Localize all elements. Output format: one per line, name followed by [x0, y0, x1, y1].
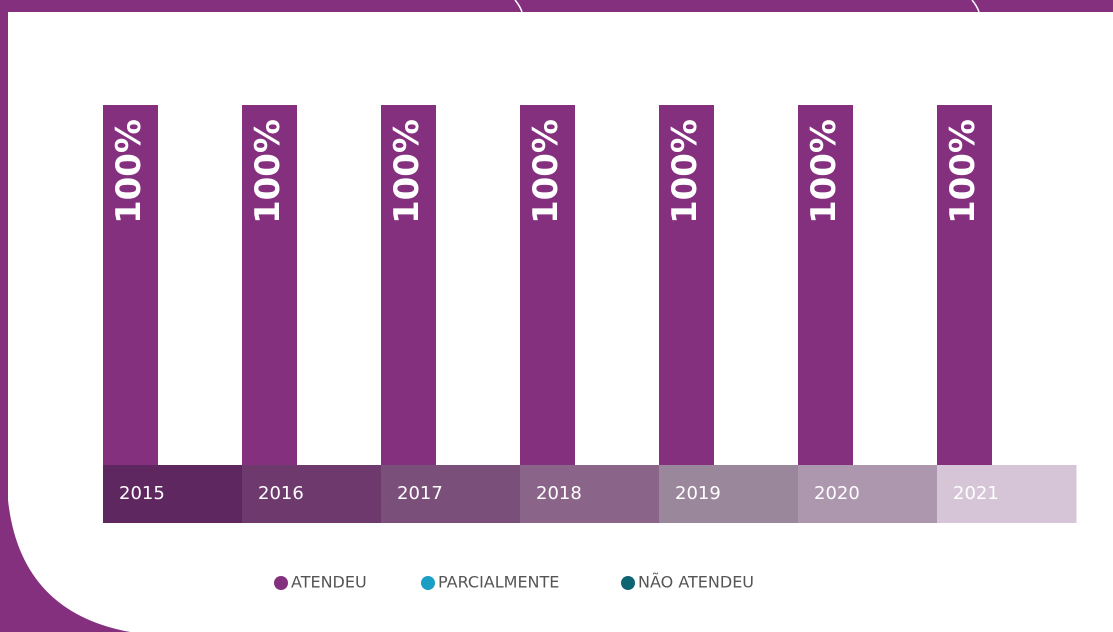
legend-swatch — [421, 576, 435, 590]
year-block — [659, 465, 799, 523]
value-label: 100% — [248, 119, 288, 224]
year-block — [798, 465, 938, 523]
value-label: 100% — [109, 119, 149, 224]
year-block — [103, 465, 243, 523]
x-tick-label: 2018 — [536, 483, 582, 504]
decor-line — [514, 0, 523, 13]
legend-label: PARCIALMENTE — [438, 573, 559, 592]
legend-swatch — [274, 576, 288, 590]
year-block — [520, 465, 660, 523]
bar — [937, 105, 992, 465]
value-label: 100% — [665, 119, 705, 224]
value-label: 100% — [943, 119, 983, 224]
x-tick-label: 2019 — [675, 483, 721, 504]
legend-label: NÃO ATENDEU — [638, 573, 754, 592]
legend-label: ATENDEU — [291, 573, 367, 592]
bar — [659, 105, 714, 465]
x-tick-label: 2015 — [119, 483, 165, 504]
x-tick-label: 2021 — [953, 483, 999, 504]
x-tick-label: 2020 — [814, 483, 860, 504]
legend: ATENDEU PARCIALMENTE NÃO ATENDEU — [274, 573, 754, 592]
year-block — [381, 465, 521, 523]
year-block — [242, 465, 382, 523]
value-label: 100% — [804, 119, 844, 224]
bar — [103, 105, 158, 465]
bar — [520, 105, 575, 465]
plot: 2015 100% 2016 100% 2017 100% 2018 100% 2019 100%… — [103, 105, 1077, 523]
bar — [798, 105, 853, 465]
decor-line — [971, 0, 980, 13]
bar — [242, 105, 297, 465]
value-label: 100% — [387, 119, 427, 224]
year-block — [937, 465, 1077, 523]
bar — [381, 105, 436, 465]
x-tick-label: 2017 — [397, 483, 443, 504]
legend-swatch — [621, 576, 635, 590]
value-label: 100% — [526, 119, 566, 224]
x-tick-label: 2016 — [258, 483, 304, 504]
